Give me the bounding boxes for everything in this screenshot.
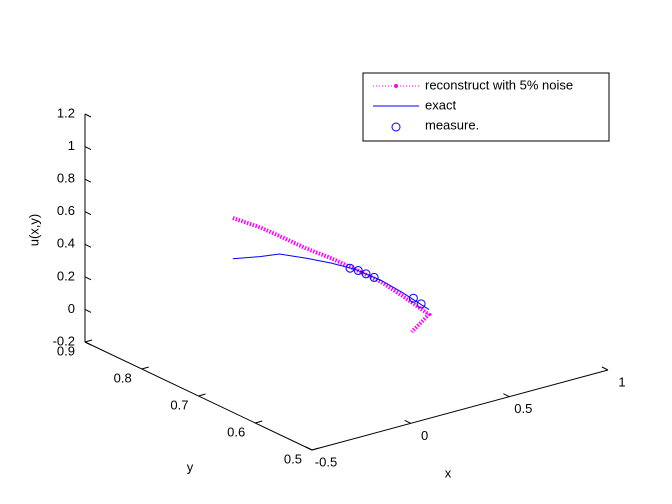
y-tick-label: 0.5 bbox=[284, 451, 302, 466]
z-tick bbox=[84, 211, 92, 216]
y-tick-label: 0.6 bbox=[227, 424, 245, 439]
measure-point bbox=[408, 293, 418, 303]
z-tick bbox=[84, 178, 92, 183]
x-tick-label: 0 bbox=[421, 428, 428, 443]
x-axis-label: x bbox=[445, 465, 452, 480]
z-tick-label: 0.8 bbox=[57, 171, 75, 186]
y-tick bbox=[198, 393, 206, 397]
z-tick bbox=[84, 308, 92, 313]
y-tick-label: 0.9 bbox=[57, 343, 75, 358]
reconstruct-line bbox=[232, 216, 432, 334]
measure-point bbox=[353, 266, 363, 276]
exact-line bbox=[232, 253, 430, 311]
z-tick-label: 0.2 bbox=[57, 268, 75, 283]
y-tick-label: 0.8 bbox=[114, 370, 132, 385]
z-tick-label: 0.4 bbox=[57, 236, 75, 251]
legend-label: reconstruct with 5% noise bbox=[425, 77, 573, 92]
z-tick bbox=[84, 146, 92, 151]
x-tick bbox=[601, 366, 609, 371]
z-tick bbox=[84, 341, 92, 346]
z-tick-label: 1 bbox=[68, 138, 75, 153]
measure-point bbox=[416, 299, 426, 309]
measure-point bbox=[345, 263, 355, 273]
legend-marker bbox=[391, 122, 401, 132]
z-axis-label: u(x,y) bbox=[26, 214, 41, 247]
x-tick-label: 0.5 bbox=[514, 401, 532, 416]
z-tick-label: 0.6 bbox=[57, 203, 75, 218]
x-tick-label: 1 bbox=[618, 374, 625, 389]
z-tick bbox=[84, 243, 92, 248]
legend-marker bbox=[394, 84, 398, 88]
y-tick bbox=[311, 447, 320, 451]
z-tick-label: 0 bbox=[68, 301, 75, 316]
x-axis bbox=[311, 369, 609, 451]
y-tick bbox=[255, 420, 263, 424]
legend-box bbox=[362, 72, 610, 142]
legend-label: measure. bbox=[425, 117, 479, 132]
measure-point bbox=[369, 272, 379, 282]
y-tick bbox=[84, 339, 93, 343]
y-tick-label: 0.7 bbox=[170, 397, 188, 412]
x-tick bbox=[404, 419, 411, 424]
z-tick-label: -0.2 bbox=[53, 333, 75, 348]
x-tick-label: -0.5 bbox=[315, 454, 337, 469]
x-tick bbox=[503, 393, 510, 398]
x-tick bbox=[305, 446, 313, 451]
y-axis-label: y bbox=[187, 459, 194, 474]
measure-point bbox=[361, 269, 371, 279]
y-tick bbox=[141, 366, 149, 370]
z-tick-label: 1.2 bbox=[57, 105, 75, 120]
z-tick bbox=[84, 276, 92, 281]
legend-label: exact bbox=[425, 97, 456, 112]
z-tick bbox=[84, 113, 92, 118]
